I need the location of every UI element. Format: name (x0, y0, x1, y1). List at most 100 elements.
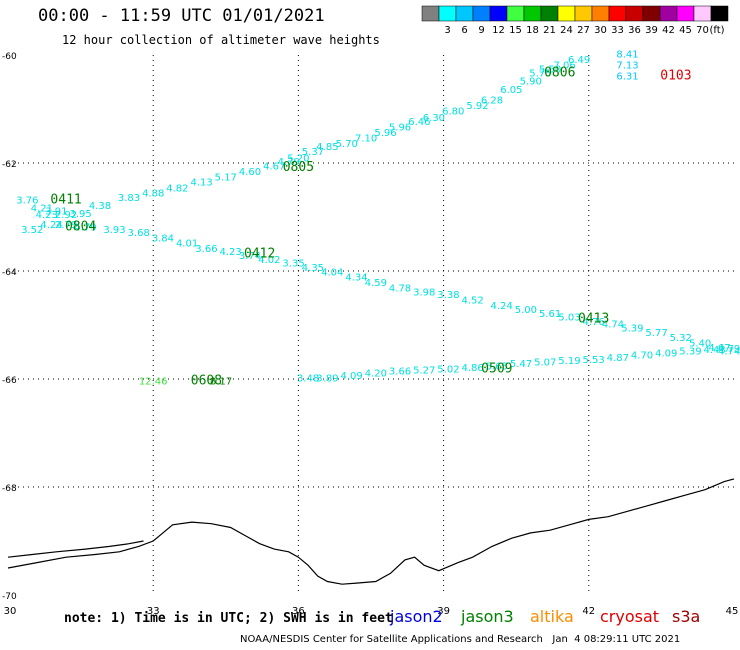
legend-swatch (710, 5, 729, 22)
wave-height-label: 4.79 (278, 157, 300, 168)
pass-time-label: 0413 (578, 311, 609, 326)
wave-height-label: 3.68 (128, 228, 150, 239)
wave-height-label: 5.37 (302, 147, 324, 158)
wave-height-label: 5.07 (534, 358, 556, 369)
wave-height-label: 4.85 (316, 142, 338, 153)
x-tick-label: 42 (582, 606, 595, 617)
wave-height-label: 4.86 (462, 363, 484, 374)
wave-height-label: 8.17 (210, 376, 232, 387)
wave-height-label: 5.19 (558, 356, 580, 367)
satellite-label-cryosat: cryosat (600, 607, 660, 626)
y-tick-label: -60 (2, 52, 17, 62)
wave-height-label: 7.10 (355, 133, 377, 144)
wave-height-label: 5.70 (336, 139, 358, 150)
pass-time-label: 0804 (65, 220, 96, 235)
legend-tick-label: 27 (577, 25, 590, 36)
legend-tick-label: 36 (628, 25, 641, 36)
wave-height-label: 5.02 (437, 365, 459, 376)
wave-height-label: 4.88 (142, 188, 164, 199)
wave-height-label: 12.46 (139, 376, 168, 387)
wave-height-label: 5.00 (515, 305, 537, 316)
pass-time-label: 0103 (660, 68, 691, 83)
wave-height-label: 6.05 (500, 85, 522, 96)
satellite-label-jason3: jason3 (461, 607, 514, 626)
wave-height-label: 3.52 (21, 225, 43, 236)
wave-height-label: 6.49 (568, 55, 590, 66)
legend-tick-label: 6 (461, 25, 467, 36)
color-scale-legend: 3 6 9 12 15 18 21 24 27 30 33 36 39 42 45 70 (ft) (421, 5, 729, 36)
coastline-south (7, 540, 144, 558)
wave-height-label: 4.23 (220, 247, 242, 258)
wave-height-label: 3.89 (316, 374, 338, 385)
wave-height-label: 4.70 (631, 350, 653, 361)
wave-height-label: 4.76 (583, 317, 605, 328)
chart-title: 00:00 - 11:59 UTC 01/01/2021 (38, 6, 325, 26)
legend-tick-label: 33 (611, 25, 624, 36)
wave-height-label: 4.82 (166, 184, 188, 195)
pass-time-label: 0806 (544, 66, 575, 81)
wave-height-label: 3.76 (16, 196, 38, 207)
wave-height-label: 4.74 (718, 347, 740, 358)
wave-height-label: 3.84 (152, 233, 174, 244)
satellite-label-jason2: jason2 (390, 607, 443, 626)
footer-note: note: 1) Time is in UTC; 2) SWH is in fe… (64, 611, 393, 626)
wave-height-label: 4.24 (491, 301, 513, 312)
wave-height-label: 4.52 (462, 295, 484, 306)
wave-height-label: 4.34 (345, 273, 367, 284)
legend-tick-label: 18 (526, 25, 539, 36)
wave-height-label: 3.66 (389, 367, 411, 378)
wave-height-label: 3.48 (297, 374, 319, 385)
y-tick-label: -62 (2, 160, 17, 170)
wave-height-label: 5.47 (510, 359, 532, 370)
wave-height-label: 3.38 (437, 290, 459, 301)
x-tick-label: 36 (292, 606, 305, 617)
wave-height-label: 3.93 (103, 225, 125, 236)
wave-height-label: 4.67 (263, 161, 285, 172)
wave-height-label: 6.46 (408, 117, 430, 128)
y-tick-label: -64 (2, 268, 17, 278)
wave-height-label: 5.53 (583, 355, 605, 366)
wave-height-label: 5.50 (539, 64, 561, 75)
legend-tick-label: 45 (679, 25, 692, 36)
wave-height-label: 4.13 (190, 178, 212, 189)
wave-height-label: 4.20 (365, 368, 387, 379)
legend-unit-label: (ft) (709, 25, 724, 36)
wave-height-label: 5.96 (374, 128, 396, 139)
wave-height-label: 4.38 (89, 201, 111, 212)
wave-height-label: 5.03 (558, 313, 580, 324)
wave-height-label: 6.31 (616, 71, 638, 82)
wave-height-label: 4.21 (31, 204, 53, 215)
wave-height-label: 4.43 (704, 345, 726, 356)
legend-tick-label: 12 (492, 25, 505, 36)
wave-height-label: 4.09 (655, 348, 677, 359)
footer-credit: NOAA/NESDIS Center for Satellite Applica… (240, 634, 681, 645)
wave-height-label: 7.13 (616, 61, 638, 72)
wave-height-label: 4.23 (36, 210, 58, 221)
x-tick-label: 39 (437, 606, 450, 617)
wave-height-label: 5.92 (466, 101, 488, 112)
wave-height-label: 6.30 (423, 113, 445, 124)
y-tick-label: -66 (2, 376, 17, 386)
satellite-label-altika: altika (530, 607, 574, 626)
y-tick-label: -70 (2, 592, 17, 602)
legend-tick-label: 42 (662, 25, 675, 36)
y-tick-label: -68 (2, 484, 17, 494)
wave-height-label: 3.83 (118, 193, 140, 204)
pass-time-label: 0509 (481, 362, 512, 377)
wave-height-label: 3.91 (45, 206, 67, 217)
wave-height-label: 7.06 (553, 61, 575, 72)
wave-height-label: 3.95 (69, 209, 91, 220)
wave-height-label: 5.96 (389, 123, 411, 134)
legend-tick-label: 3 (444, 25, 450, 36)
wave-height-label: 3.74 (239, 251, 261, 262)
wave-height-label: 5.40 (689, 339, 711, 350)
wave-height-label: 5.77 (645, 328, 667, 339)
pass-time-label: 0411 (50, 193, 81, 208)
wave-height-label: 4.87 (607, 353, 629, 364)
legend-tick-label: 21 (543, 25, 556, 36)
wave-height-label: 4.24 (40, 220, 62, 231)
wave-height-label: 4.67 (708, 343, 730, 354)
wave-height-label: 6.28 (481, 96, 503, 107)
